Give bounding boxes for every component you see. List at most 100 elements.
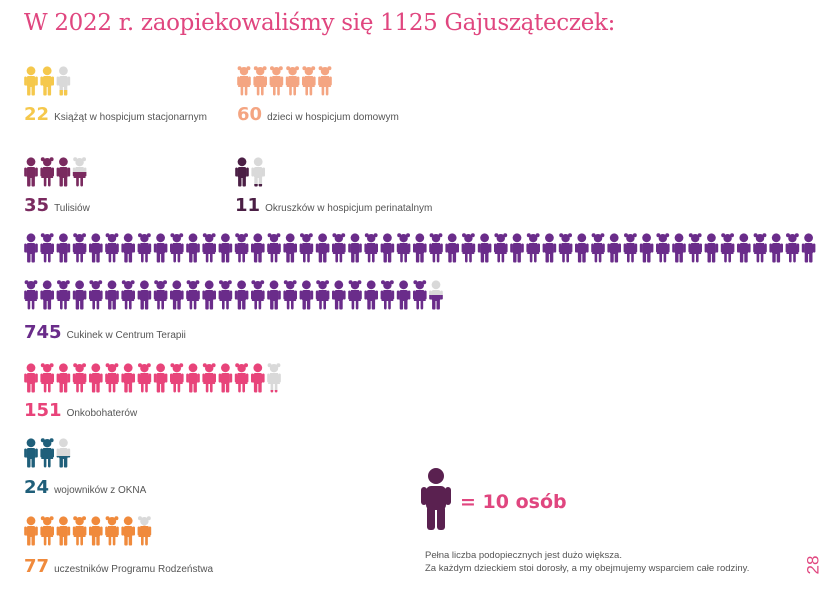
cukinek-person-icon bbox=[267, 233, 281, 263]
tulisiow-person-icon bbox=[56, 157, 71, 187]
cukinek-person-icon bbox=[332, 280, 346, 310]
onkobohaterow-partial-icon bbox=[267, 363, 281, 393]
cukinek-person-icon bbox=[494, 233, 508, 263]
onkobohaterow-person-icon bbox=[40, 363, 54, 393]
group-ksiazat bbox=[24, 66, 73, 96]
tulisiow-person-icon bbox=[24, 157, 38, 187]
okruszkow-partial-icon bbox=[251, 157, 265, 187]
pictogram-ksiazat bbox=[24, 66, 71, 96]
cukinek-person-icon bbox=[24, 280, 38, 310]
cukinek-person-icon bbox=[591, 233, 605, 263]
icons-ksiazat bbox=[24, 66, 73, 96]
cukinek-partial-icon bbox=[429, 280, 443, 310]
icons-uczestnikow bbox=[24, 516, 154, 546]
cukinek-person-icon bbox=[105, 280, 119, 310]
wojownikow-partial-icon bbox=[56, 438, 71, 468]
uczestnikow-person-icon bbox=[56, 516, 71, 546]
value-okruszkow: 11 bbox=[235, 195, 261, 216]
value-dzieci: 60 bbox=[237, 104, 263, 125]
cukinek-person-icon bbox=[40, 280, 54, 310]
icons-tulisiow bbox=[24, 157, 89, 187]
cukinek-person-icon bbox=[153, 233, 168, 263]
page-number: 28 bbox=[803, 555, 823, 575]
cukinek-person-icon bbox=[380, 233, 395, 263]
cukinek-person-icon bbox=[186, 280, 200, 310]
cukinek-person-icon bbox=[283, 280, 297, 310]
cukinek-person-icon bbox=[315, 233, 330, 263]
cukinek-person-icon bbox=[542, 233, 557, 263]
footnote-line-1: Pełna liczba podopiecznych jest dużo wię… bbox=[425, 550, 622, 561]
label-wojownikow: wojowników z OKNA bbox=[54, 485, 147, 496]
group-onkobohaterow bbox=[24, 363, 283, 393]
icons-wojownikow bbox=[24, 438, 73, 468]
wojownikow-person-icon bbox=[24, 438, 38, 468]
dzieci-person-icon bbox=[253, 66, 267, 96]
caption-okruszkow: 11 Okruszków w hospicjum perinatalnym bbox=[235, 195, 432, 216]
cukinek-person-icon bbox=[251, 280, 265, 310]
legend-person-icon bbox=[420, 468, 452, 535]
value-onkobohaterow: 151 bbox=[24, 400, 62, 421]
cukinek-person-icon bbox=[40, 233, 54, 263]
cukinek-person-icon bbox=[704, 233, 719, 263]
cukinek-person-icon bbox=[801, 233, 816, 263]
onkobohaterow-person-icon bbox=[170, 363, 184, 393]
cukinek-person-icon bbox=[267, 280, 281, 310]
pictogram-cukinek bbox=[24, 233, 816, 310]
cukinek-person-icon bbox=[105, 233, 119, 263]
footnote: Pełna liczba podopiecznych jest dużo wię… bbox=[425, 549, 749, 575]
cukinek-person-icon bbox=[364, 280, 378, 310]
cukinek-person-icon bbox=[202, 280, 216, 310]
onkobohaterow-person-icon bbox=[121, 363, 135, 393]
ksiazat-person-icon bbox=[40, 66, 54, 96]
value-cukinek: 745 bbox=[24, 322, 62, 343]
cukinek-person-icon bbox=[56, 233, 71, 263]
ksiazat-partial-icon bbox=[56, 66, 71, 96]
dzieci-person-icon bbox=[269, 66, 284, 96]
caption-wojownikow: 24 wojowników z OKNA bbox=[24, 477, 146, 498]
cukinek-person-icon bbox=[639, 233, 654, 263]
cukinek-person-icon bbox=[72, 280, 87, 310]
cukinek-person-icon bbox=[558, 233, 573, 263]
pictogram-dzieci bbox=[237, 66, 332, 96]
icons-cukinek bbox=[24, 233, 818, 310]
cukinek-person-icon bbox=[72, 233, 87, 263]
cukinek-person-icon bbox=[429, 233, 443, 263]
cukinek-person-icon bbox=[607, 233, 621, 263]
cukinek-person-icon bbox=[688, 233, 702, 263]
cukinek-person-icon bbox=[413, 280, 427, 310]
cukinek-person-icon bbox=[89, 233, 103, 263]
pictogram-tulisiow bbox=[24, 157, 87, 187]
cukinek-person-icon bbox=[348, 233, 362, 263]
caption-tulisiow: 35 Tulisiów bbox=[24, 195, 90, 216]
cukinek-person-icon bbox=[656, 233, 670, 263]
cukinek-person-icon bbox=[510, 233, 524, 263]
cukinek-person-icon bbox=[720, 233, 735, 263]
cukinek-person-icon bbox=[186, 233, 200, 263]
cukinek-person-icon bbox=[121, 233, 135, 263]
cukinek-person-icon bbox=[89, 280, 103, 310]
onkobohaterow-person-icon bbox=[24, 363, 38, 393]
onkobohaterow-person-icon bbox=[234, 363, 249, 393]
caption-onkobohaterow: 151 Onkobohaterów bbox=[24, 400, 137, 421]
cukinek-person-icon bbox=[283, 233, 297, 263]
cukinek-person-icon bbox=[137, 233, 152, 263]
cukinek-person-icon bbox=[299, 280, 314, 310]
cukinek-person-icon bbox=[364, 233, 378, 263]
uczestnikow-partial-icon bbox=[137, 516, 152, 546]
cukinek-person-icon bbox=[332, 233, 346, 263]
icons-onkobohaterow bbox=[24, 363, 283, 393]
uczestnikow-person-icon bbox=[105, 516, 119, 546]
legend-label: = 10 osób bbox=[460, 491, 567, 513]
cukinek-person-icon bbox=[202, 233, 216, 263]
uczestnikow-person-icon bbox=[72, 516, 87, 546]
value-uczestnikow: 77 bbox=[24, 556, 50, 577]
cukinek-person-icon bbox=[445, 233, 459, 263]
cukinek-person-icon bbox=[56, 280, 71, 310]
cukinek-person-icon bbox=[753, 233, 767, 263]
dzieci-person-icon bbox=[285, 66, 300, 96]
label-onkobohaterow: Onkobohaterów bbox=[66, 408, 138, 419]
onkobohaterow-person-icon bbox=[89, 363, 103, 393]
pictogram-wojownikow bbox=[24, 438, 71, 468]
tulisiow-partial-icon bbox=[72, 157, 87, 187]
cukinek-person-icon bbox=[396, 280, 411, 310]
